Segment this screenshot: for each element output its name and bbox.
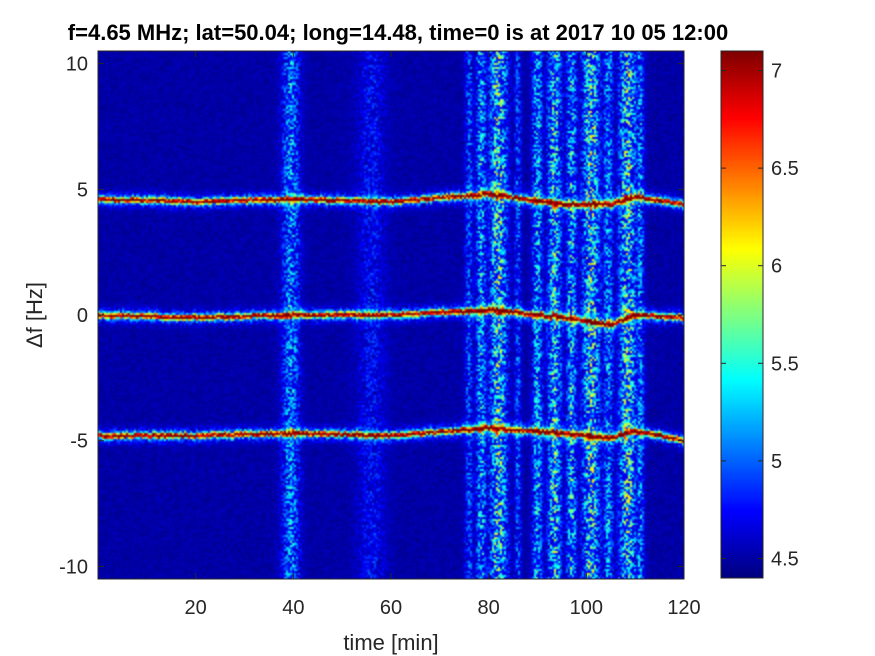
spectrogram-heatmap <box>98 51 684 579</box>
plot-area <box>97 50 685 580</box>
y-axis-label: Δf [Hz] <box>22 282 47 348</box>
colorbar-tick-label: 6 <box>771 256 782 278</box>
colorbar-tick-label: 5 <box>771 451 782 473</box>
colorbar-gradient <box>721 51 763 578</box>
colorbar-tick-label: 4.5 <box>771 548 799 570</box>
colorbar-ticks: 4.5 5 5.5 6 6.5 7 <box>721 61 799 570</box>
y-tick-label: -10 <box>59 556 88 578</box>
chart-title: f=4.65 MHz; lat=50.04; long=14.48, time=… <box>68 20 728 45</box>
colorbar-tick-label: 6.5 <box>771 158 799 180</box>
x-tick-label: 120 <box>667 597 700 619</box>
y-tick-label: -5 <box>70 431 88 453</box>
x-axis-label: time [min] <box>343 630 438 655</box>
y-tick-label: 5 <box>77 179 88 201</box>
colorbar: 4.5 5 5.5 6 6.5 7 <box>720 50 799 579</box>
x-tick-label: 20 <box>185 597 207 619</box>
y-tick-label: 0 <box>77 305 88 327</box>
x-tick-label: 60 <box>380 597 402 619</box>
y-tick-label: 10 <box>66 54 88 76</box>
x-tick-label: 40 <box>282 597 304 619</box>
x-tick-label: 80 <box>478 597 500 619</box>
x-axis-ticks: 20 40 60 80 100 120 <box>185 51 701 619</box>
colorbar-tick-label: 7 <box>771 61 782 83</box>
y-axis-ticks: 10 5 0 -5 -10 <box>59 54 684 578</box>
colorbar-tick-label: 5.5 <box>771 353 799 375</box>
x-tick-label: 100 <box>570 597 603 619</box>
colorbar-frame <box>720 50 764 579</box>
